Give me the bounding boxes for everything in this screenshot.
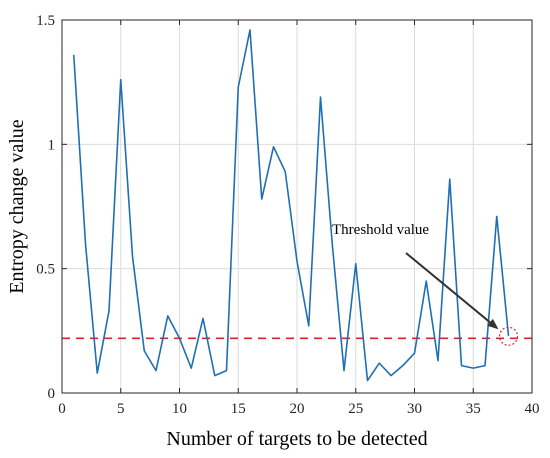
x-tick-label: 10 — [172, 401, 187, 417]
x-axis-title: Number of targets to be detected — [166, 428, 427, 450]
y-axis-title: Entropy change value — [6, 119, 28, 293]
x-tick-label: 15 — [231, 401, 246, 417]
annotation: Threshold value — [332, 222, 519, 346]
x-tick-label: 40 — [525, 401, 540, 417]
x-tick-label: 0 — [58, 401, 66, 417]
x-tick-label: 35 — [466, 401, 481, 417]
threshold-highlight-circle — [498, 326, 519, 346]
annotation-arrow-head — [487, 318, 499, 330]
series-layer — [72, 29, 510, 382]
series-line — [72, 29, 510, 382]
ticks: 0 5 10 15 20 25 30 35 40 0 0.5 1 1.5 — [36, 13, 539, 417]
x-tick-label: 5 — [117, 401, 125, 417]
x-tick-label: 20 — [290, 401, 305, 417]
annotation-label: Threshold value — [332, 222, 429, 238]
y-tick-label: 1.5 — [36, 13, 55, 29]
annotation-arrow-shaft — [405, 252, 491, 324]
x-tick-label: 25 — [348, 401, 363, 417]
y-tick-label: 0.5 — [36, 262, 55, 278]
x-tick-label: 30 — [407, 401, 422, 417]
y-tick-label: 0 — [48, 386, 56, 402]
grid — [61, 19, 533, 394]
y-tick-label: 1 — [48, 137, 56, 153]
